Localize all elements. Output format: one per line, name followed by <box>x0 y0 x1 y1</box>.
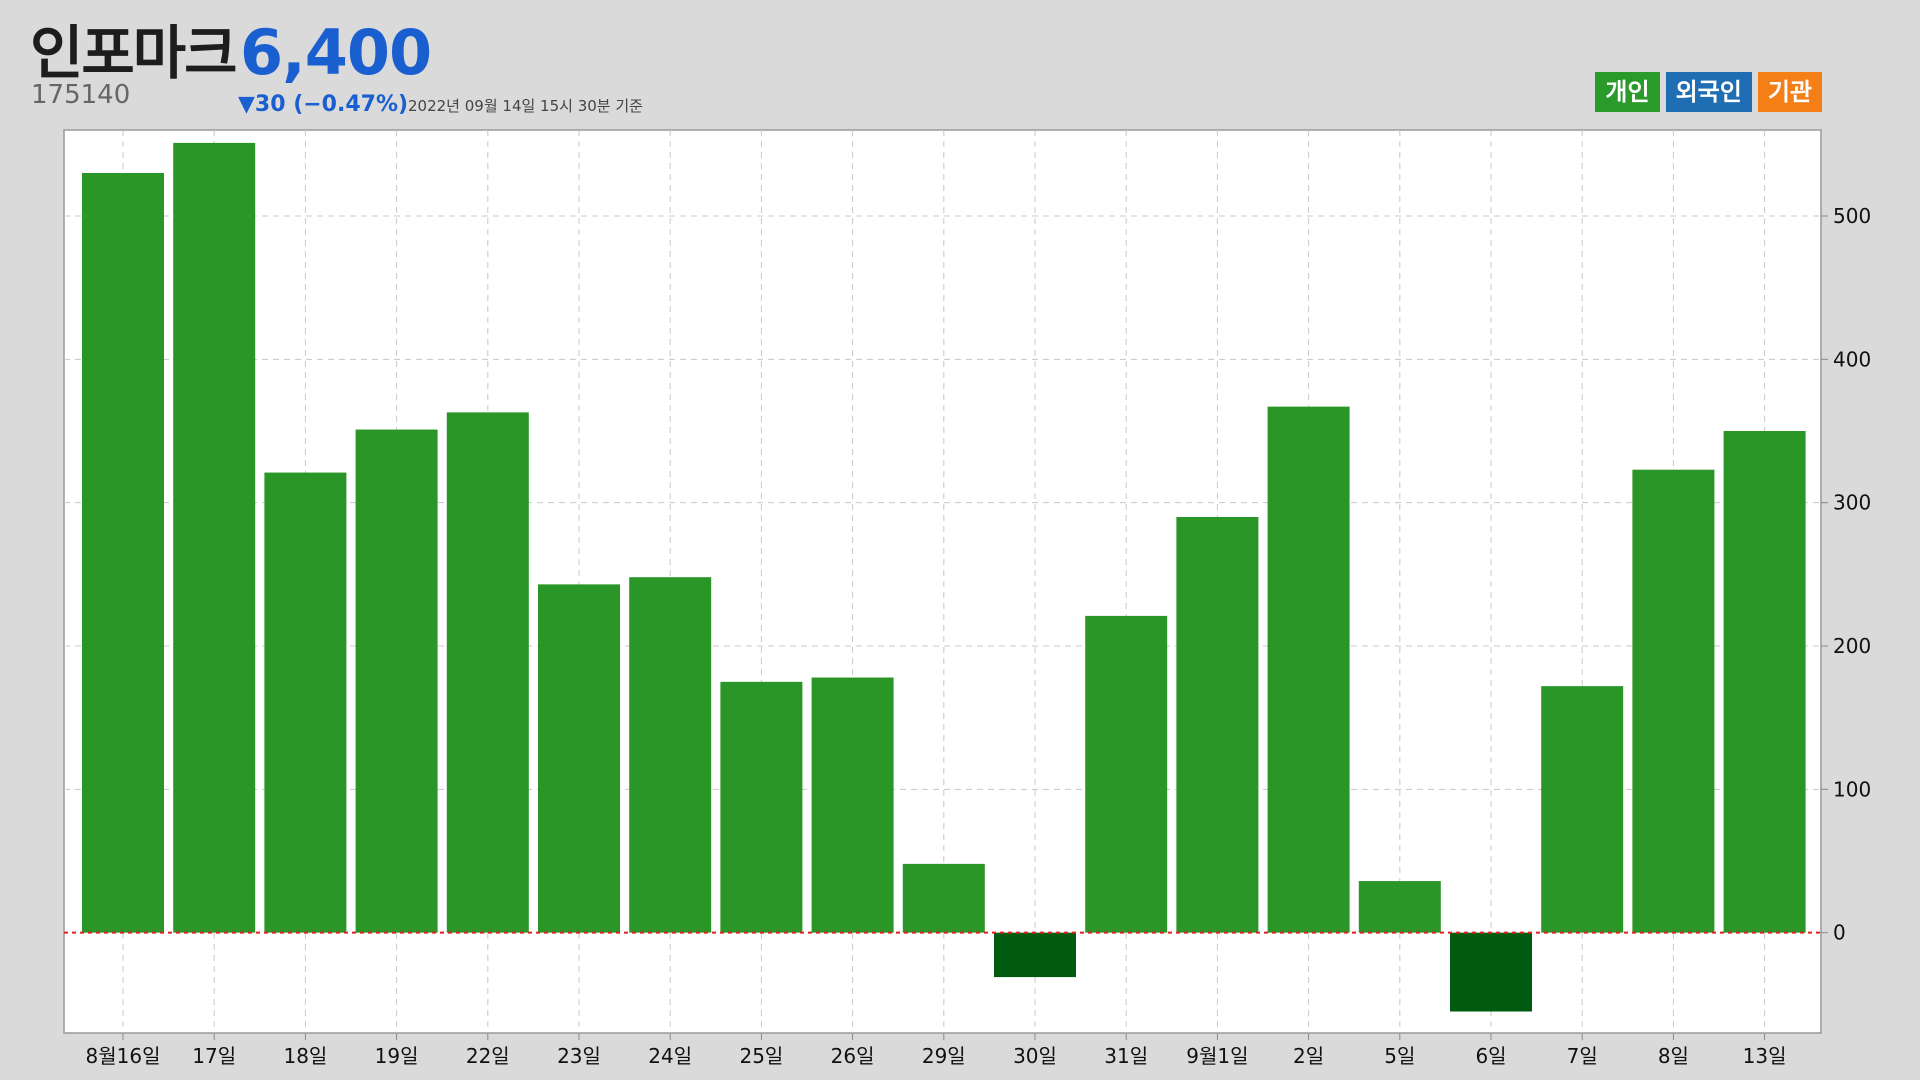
bar[interactable] <box>82 173 164 933</box>
bar[interactable] <box>1085 615 1168 933</box>
legend: 개인 외국인 기관 <box>1595 72 1822 112</box>
y-tick-label: 100 <box>1833 777 1871 801</box>
stock-name: 인포마크 <box>30 19 237 87</box>
bar[interactable] <box>720 681 803 933</box>
bars <box>82 142 1806 1012</box>
x-tick-label: 19일 <box>375 1044 419 1068</box>
y-tick-label: 400 <box>1833 347 1871 371</box>
bar[interactable] <box>902 863 985 933</box>
stock-header: 인포마크 6,400 175140 ▼30 (−0.47%) 2022년 09월… <box>0 0 1920 125</box>
bar[interactable] <box>629 577 712 933</box>
y-axis-labels: 0 100 200 300 400 500 <box>1833 204 1871 945</box>
bar[interactable] <box>538 584 620 933</box>
x-tick-label: 8일 <box>1658 1044 1689 1068</box>
bar[interactable] <box>1450 932 1532 1012</box>
x-tick-label: 24일 <box>648 1044 692 1068</box>
x-tick-label: 26일 <box>831 1044 875 1068</box>
x-tick-label: 2일 <box>1293 1044 1324 1068</box>
x-tick-label: 31일 <box>1104 1044 1148 1068</box>
x-tick-label: 25일 <box>739 1044 783 1068</box>
bar[interactable] <box>173 142 256 933</box>
legend-institution[interactable]: 기관 <box>1757 72 1822 112</box>
stock-code: 175140 <box>31 80 131 110</box>
legend-individual[interactable]: 개인 <box>1595 72 1660 112</box>
x-tick-label: 29일 <box>922 1044 966 1068</box>
x-tick-label: 17일 <box>192 1044 236 1068</box>
price-change: ▼30 (−0.47%) <box>238 92 409 117</box>
bar[interactable] <box>446 412 529 933</box>
x-tick-label: 5일 <box>1384 1044 1415 1068</box>
bar[interactable] <box>1267 406 1350 933</box>
bar[interactable] <box>264 472 347 933</box>
bar[interactable] <box>811 677 894 933</box>
y-tick-label: 0 <box>1833 921 1846 945</box>
legend-foreign[interactable]: 외국인 <box>1665 72 1752 112</box>
bar[interactable] <box>1358 881 1441 933</box>
x-tick-label: 22일 <box>466 1044 510 1068</box>
x-tick-label: 8월16일 <box>86 1044 161 1068</box>
x-axis-labels: 8월16일 17일 18일 19일 22일 23일 24일 25일 26일 29일 30일 31일 9월… <box>86 1044 1787 1068</box>
x-tick-label: 18일 <box>283 1044 327 1068</box>
y-tick-label: 300 <box>1833 491 1871 515</box>
x-tick-label: 6일 <box>1475 1044 1506 1068</box>
bar[interactable] <box>1632 469 1715 933</box>
bar[interactable] <box>355 429 438 933</box>
bar[interactable] <box>1176 517 1259 933</box>
bar[interactable] <box>1723 431 1806 933</box>
timestamp: 2022년 09월 14일 15시 30분 기준 <box>408 97 643 115</box>
y-tick-label: 500 <box>1833 204 1871 228</box>
x-tick-label: 9월1일 <box>1186 1044 1248 1068</box>
stock-price: 6,400 <box>240 16 432 89</box>
x-tick-label: 23일 <box>557 1044 601 1068</box>
bar[interactable] <box>1541 686 1624 933</box>
x-tick-label: 7일 <box>1567 1044 1598 1068</box>
y-tick-label: 200 <box>1833 634 1871 658</box>
x-tick-label: 30일 <box>1013 1044 1057 1068</box>
x-tick-label: 13일 <box>1743 1044 1787 1068</box>
bar[interactable] <box>994 932 1076 978</box>
